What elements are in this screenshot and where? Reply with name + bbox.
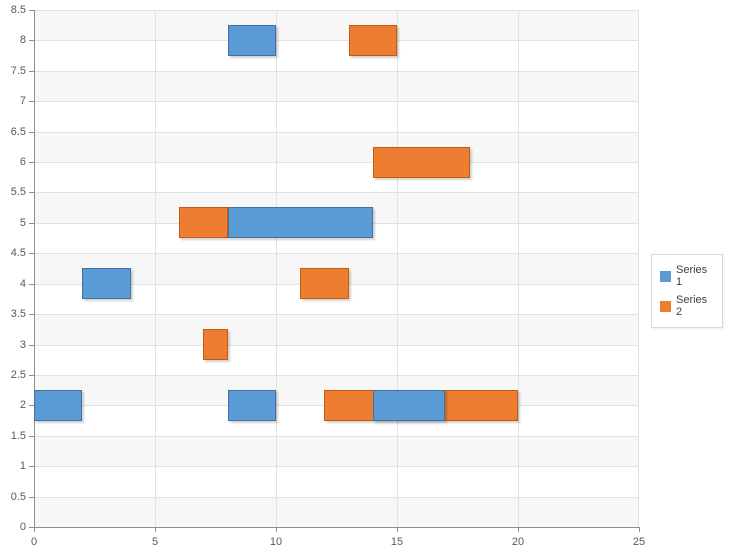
bar-series-1[interactable] [227,389,276,421]
gridline-horizontal [34,374,639,376]
bar-series-1[interactable] [227,207,373,239]
y-axis-tick [29,314,34,316]
x-axis-tick [34,527,35,532]
x-tick-label: 5 [151,536,159,548]
gridline-horizontal [34,314,639,316]
y-axis-tick [29,374,34,376]
gridline-horizontal [34,192,639,194]
bar-series-2[interactable] [372,146,470,178]
legend-label-series-1: Series 1 [676,264,708,288]
x-tick-label: 20 [511,536,525,548]
y-axis-tick [29,40,34,42]
gridline-vertical [638,10,639,527]
bar-series-1[interactable] [227,24,276,56]
bar-series-2[interactable] [179,207,228,239]
y-axis-tick [29,162,34,164]
y-tick-label: 4.5 [10,247,26,260]
x-tick-label: 10 [269,536,283,548]
bar-series-2[interactable] [203,329,228,361]
x-axis-tick [397,527,398,532]
gridline-horizontal [34,253,639,255]
plot-band [34,496,639,527]
y-tick-label: 7.5 [10,64,26,77]
y-tick-label: 5.5 [10,186,26,199]
gridline-horizontal [34,10,639,11]
y-tick-label: 8.5 [10,4,26,16]
bar-series-2[interactable] [348,24,397,56]
gridline-vertical [276,10,277,527]
y-axis-line [34,10,35,528]
x-axis-tick [518,527,519,532]
y-tick-label: 3.5 [10,308,26,321]
y-tick-label: 5 [19,216,26,229]
plot-band [34,435,639,467]
y-axis-tick [29,253,34,255]
y-tick-label: 6.5 [10,125,26,138]
gridline-horizontal [34,70,639,72]
plot-band [34,131,639,163]
bar-series-2[interactable] [300,268,349,300]
y-axis-tick [29,131,34,133]
gridline-vertical [397,10,398,527]
gridline-horizontal [34,131,639,133]
x-tick-label: 0 [30,536,38,548]
y-axis-tick [29,101,34,103]
y-tick-label: 8 [19,34,26,47]
y-axis-tick [29,222,34,224]
y-axis-tick [29,283,34,285]
x-tick-label: 15 [390,536,404,548]
y-axis-tick [29,435,34,437]
gridline-horizontal [34,466,639,468]
y-axis-tick [29,192,34,194]
x-tick-label: 25 [632,536,646,548]
plot-area [34,10,639,527]
series-1-swatch-icon [660,270,671,282]
legend-item-series-1[interactable]: Series 1 [660,264,714,288]
y-tick-label: 2.5 [10,368,26,381]
x-axis-line [34,527,640,528]
y-tick-label: 3 [19,338,26,351]
legend: Series 1 Series 2 [651,254,723,328]
series-2-swatch-icon [660,300,671,312]
gridline-horizontal [34,435,639,437]
legend-label-series-2: Series 2 [676,294,708,318]
y-axis-tick [29,496,34,498]
gridline-vertical [518,10,519,527]
x-axis-tick [155,527,156,532]
y-tick-label: 7 [19,95,26,108]
y-tick-label: 6 [19,156,26,169]
y-tick-label: 1.5 [10,429,26,442]
y-tick-label: 0.5 [10,490,26,503]
bar-series-1[interactable] [82,268,131,300]
y-tick-label: 0 [19,521,26,533]
y-axis-tick [29,344,34,346]
y-axis-tick [29,70,34,72]
plot-band [34,314,639,345]
y-axis-tick [29,527,34,528]
gridline-horizontal [34,101,639,103]
gridline-vertical [155,10,156,527]
plot-band [34,70,639,102]
y-axis-tick [29,466,34,468]
gridline-horizontal [34,162,639,164]
gridline-horizontal [34,40,639,42]
gridline-horizontal [34,344,639,346]
x-axis-tick [639,527,640,532]
y-axis-tick [29,10,34,11]
legend-item-series-2[interactable]: Series 2 [660,294,714,318]
gridline-horizontal [34,496,639,498]
bar-series-1[interactable] [34,389,83,421]
y-axis-tick [29,405,34,407]
y-tick-label: 2 [19,399,26,412]
plot-band [34,10,639,41]
y-tick-label: 1 [19,460,26,473]
y-tick-label: 4 [19,277,26,290]
x-axis-tick [276,527,277,532]
bar-series-1[interactable] [372,389,446,421]
